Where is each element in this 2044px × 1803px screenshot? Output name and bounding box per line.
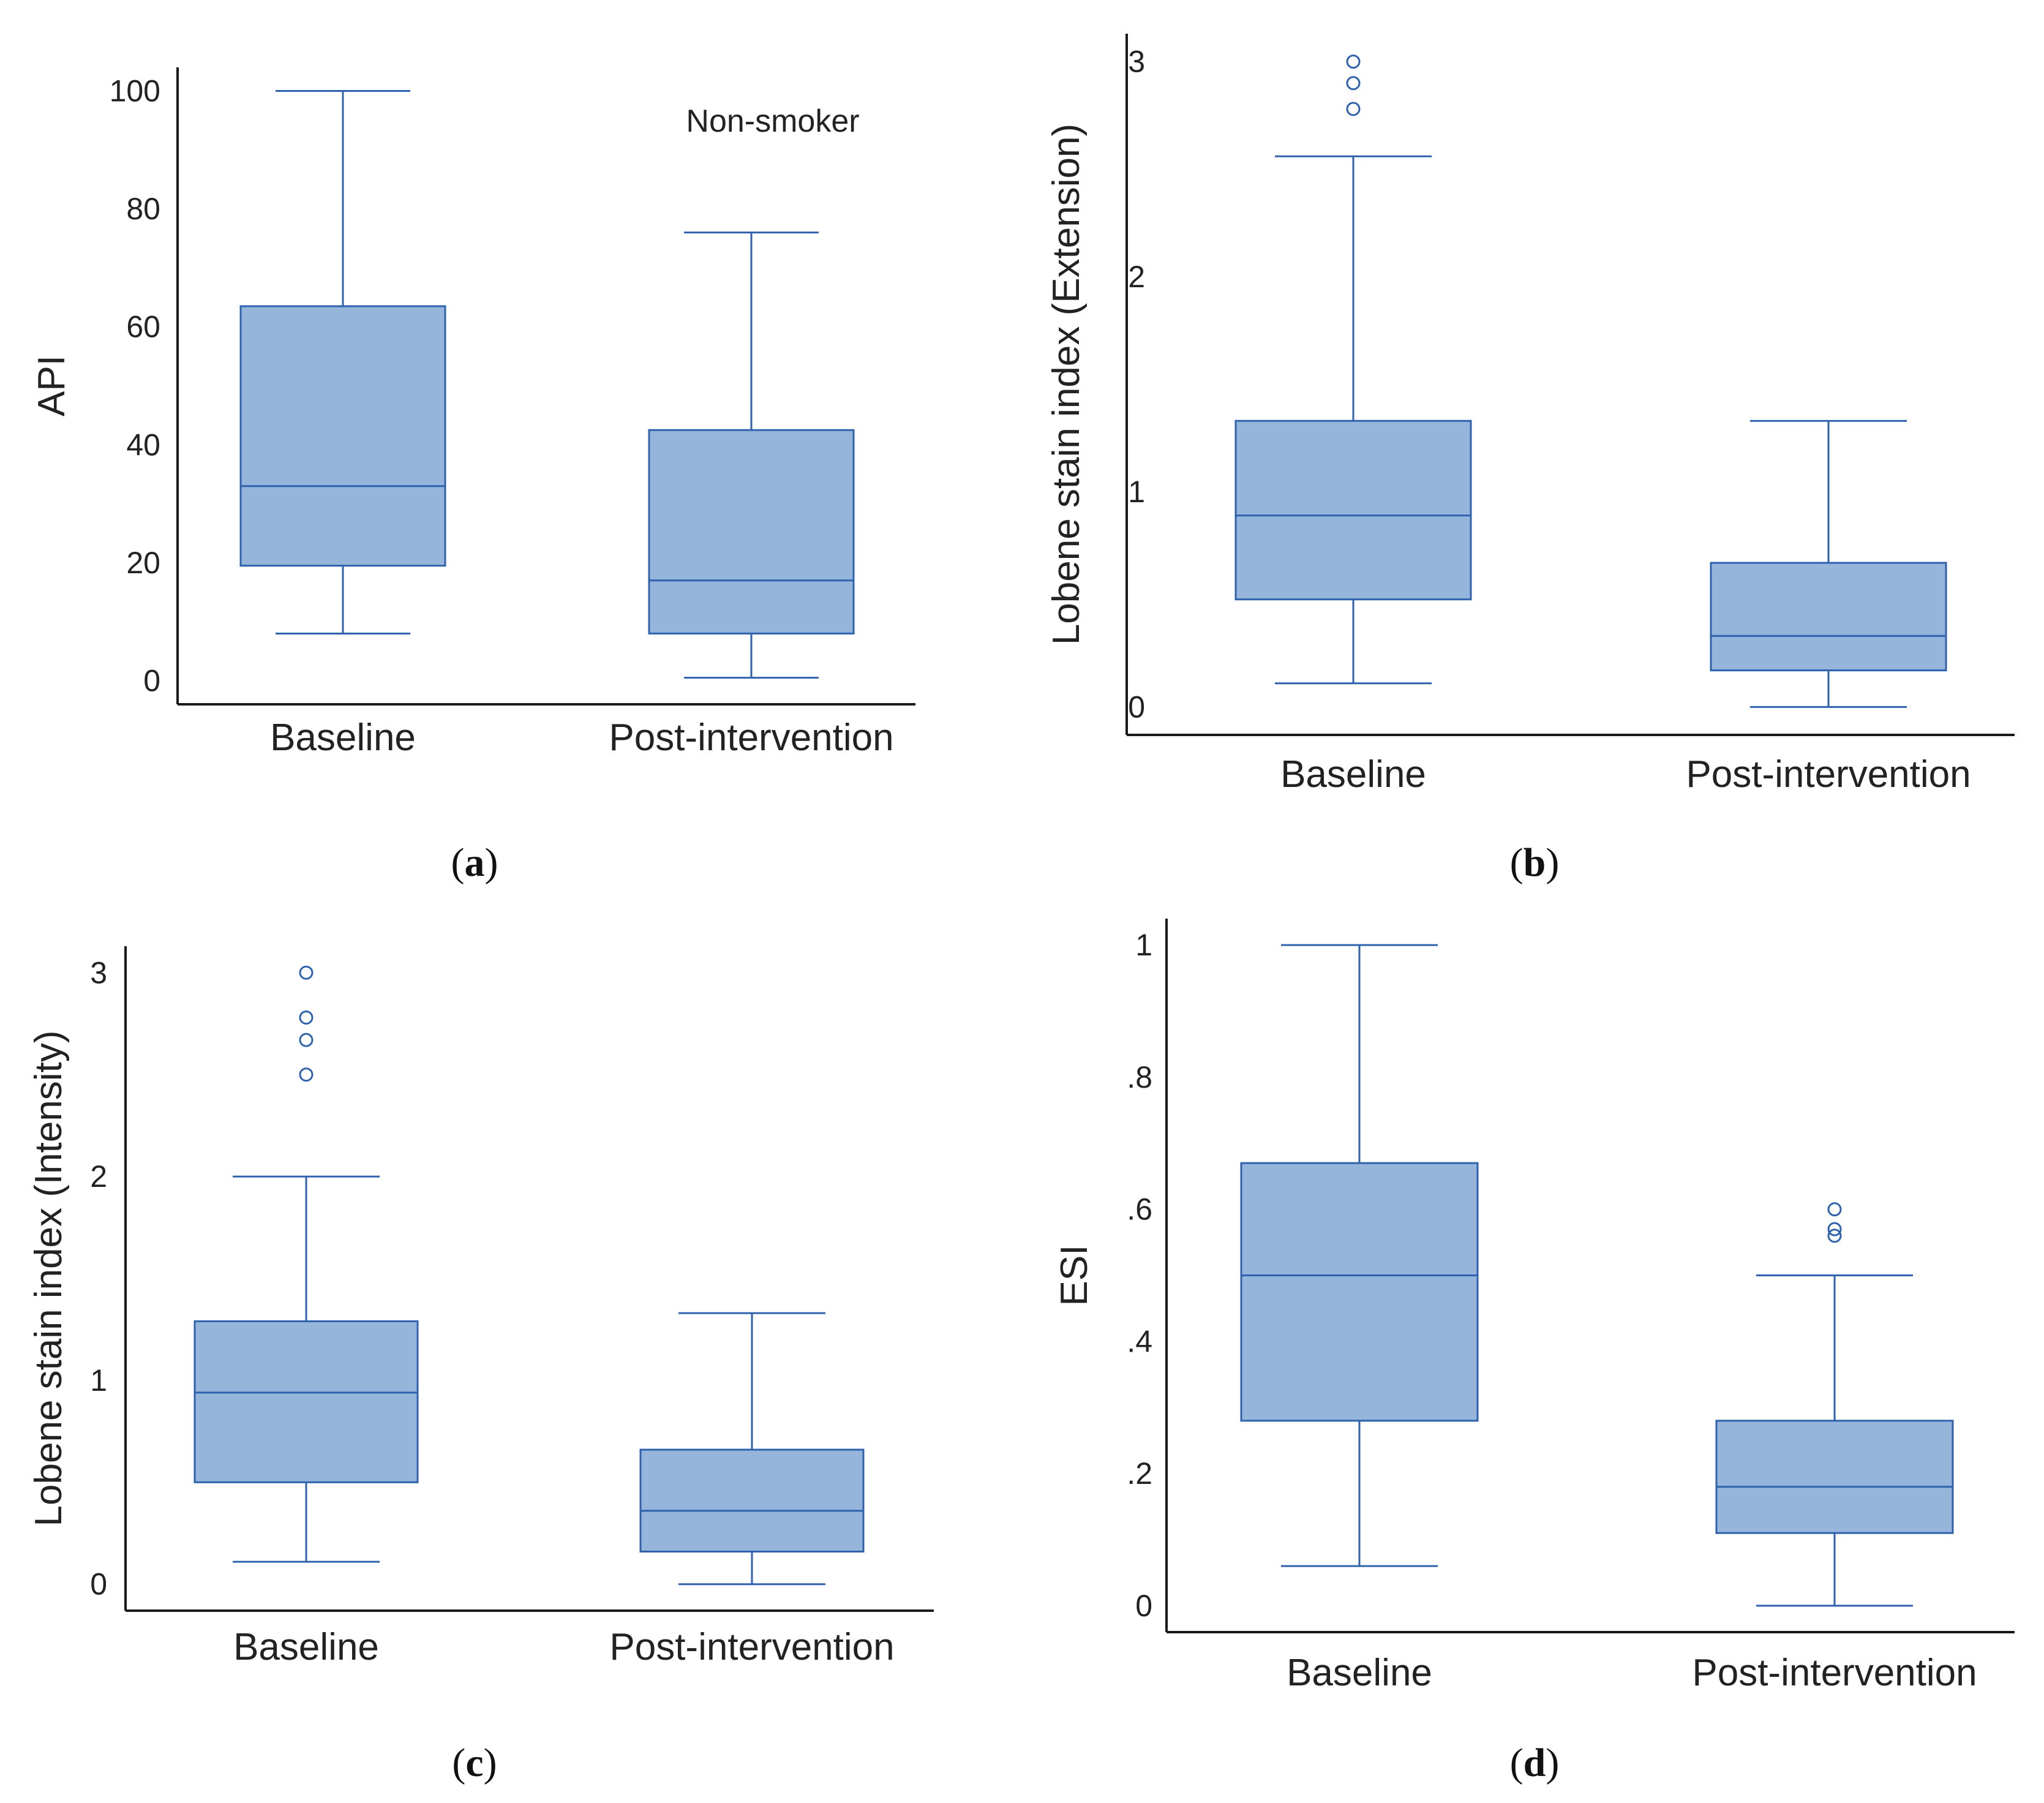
box-post-intervention: [639, 1312, 865, 1586]
iqr-box: [1710, 562, 1947, 672]
panel-letter: b: [1524, 840, 1546, 885]
iqr-box: [639, 1448, 865, 1553]
panel-letter: d: [1524, 1741, 1546, 1785]
box-post-intervention: [1710, 420, 1947, 708]
y-tick-label: 1: [1128, 475, 1145, 509]
y-tick-label: .6: [1127, 1192, 1152, 1227]
panel-label: (a): [451, 840, 498, 885]
y-tick-label: 20: [126, 546, 160, 580]
box-baseline: [194, 965, 419, 1563]
outlier-point: [1346, 76, 1361, 91]
outlier-point: [1827, 1202, 1842, 1217]
y-axis-title: ESI: [1053, 1245, 1095, 1306]
y-tick-label: 100: [110, 74, 160, 108]
x-category-label: Post-intervention: [609, 717, 893, 759]
y-tick-label: 0: [90, 1567, 107, 1602]
y-axis-title: Lobene stain index (Extension): [1045, 124, 1088, 645]
x-category-label: Baseline: [270, 717, 416, 759]
panel-letter: a: [465, 840, 485, 885]
y-tick-label: 3: [90, 955, 107, 990]
y-tick-label: .8: [1127, 1060, 1152, 1094]
iqr-box: [648, 429, 855, 634]
y-tick-label: 2: [1128, 260, 1145, 294]
panel-label: (c): [452, 1741, 497, 1785]
iqr-box: [1234, 420, 1472, 601]
y-axis-title: API: [31, 355, 73, 416]
x-category-label: Baseline: [1280, 753, 1426, 796]
y-tick-label: 0: [1128, 690, 1145, 724]
box-baseline: [239, 90, 446, 634]
chart-panel-d: 0 .2 .4 .6 .8 1 ESI Baseline Post-intervention (d…: [1053, 919, 2015, 1785]
y-tick-label: 3: [1128, 45, 1145, 79]
y-axis-title: Lobene stain index (Intensity): [28, 1031, 70, 1527]
iqr-box: [1715, 1420, 1954, 1534]
panel-letter: c: [465, 1741, 483, 1785]
outlier-point: [1827, 1222, 1842, 1237]
outlier-point: [299, 1033, 314, 1047]
y-tick-label: 60: [126, 310, 160, 344]
x-category-label: Baseline: [233, 1626, 379, 1668]
box-post-intervention: [648, 231, 855, 679]
chart-panel-a: 0 20 40 60 80 100 API Baseline Post-intervention…: [31, 67, 915, 885]
outlier-point: [1346, 102, 1361, 116]
outlier-point: [299, 1010, 314, 1025]
box-baseline: [1240, 944, 1479, 1567]
y-tick-label: 1: [1135, 928, 1152, 962]
outlier-point: [1827, 1229, 1842, 1243]
annotation-text: Non-smoker: [686, 104, 859, 139]
x-category-label: Post-intervention: [1686, 753, 1971, 796]
outlier-point: [1346, 55, 1361, 69]
y-tick-label: 40: [126, 427, 160, 462]
y-tick-label: 0: [143, 663, 160, 698]
y-tick-label: .2: [1127, 1456, 1152, 1491]
iqr-box: [1240, 1162, 1479, 1422]
y-tick-label: .4: [1127, 1324, 1152, 1358]
box-baseline: [1234, 55, 1472, 685]
x-category-label: Post-intervention: [609, 1626, 894, 1668]
iqr-box: [194, 1320, 419, 1483]
chart-panel-b: 0 1 2 3 Lobene stain index (Extension) Baseli…: [1045, 34, 2015, 885]
x-category-label: Baseline: [1287, 1652, 1432, 1694]
panel-label: (d): [1510, 1741, 1560, 1785]
y-tick-label: 80: [126, 192, 160, 226]
iqr-box: [239, 305, 446, 567]
y-tick-label: 2: [90, 1159, 107, 1194]
y-tick-label: 1: [90, 1363, 107, 1398]
outlier-point: [299, 965, 314, 980]
chart-panel-c: 0 1 2 3 Lobene stain index (Intensity) Baseli…: [28, 946, 934, 1785]
x-category-label: Post-intervention: [1692, 1652, 1977, 1694]
outlier-point: [299, 1067, 314, 1082]
y-tick-label: 0: [1135, 1589, 1152, 1623]
box-post-intervention: [1715, 1202, 1954, 1607]
panel-label: (b): [1510, 840, 1560, 885]
